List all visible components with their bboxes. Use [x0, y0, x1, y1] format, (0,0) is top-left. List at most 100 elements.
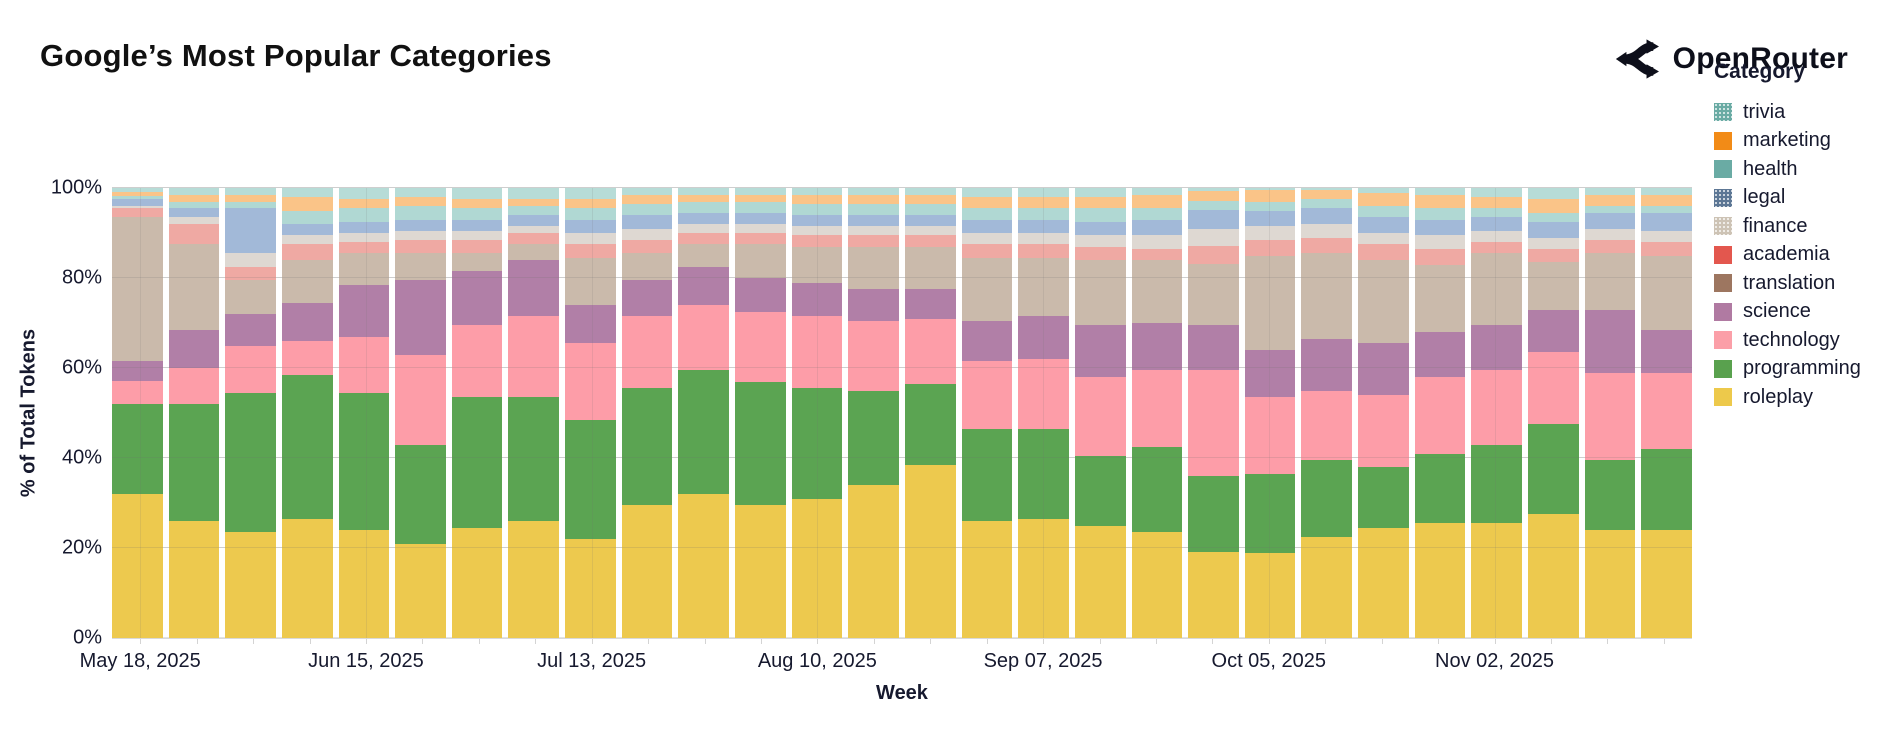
bar-segment-health [112, 195, 163, 200]
y-gridline-40% [112, 457, 1692, 458]
x-tick-mark [1268, 638, 1270, 644]
bar-segment-programming [451, 397, 503, 528]
bar-segment-trivia [338, 188, 390, 200]
bar-segment-science [961, 320, 1013, 362]
openrouter-logo[interactable]: OpenRouter [1613, 36, 1848, 82]
bar-segment-roleplay [678, 494, 730, 638]
bar-segment-technology [1244, 397, 1296, 474]
bar-segment-science [1301, 338, 1353, 391]
bar-segment-finance [1131, 235, 1183, 249]
bar-segment-legal [225, 208, 276, 254]
bar-segment-finance [961, 233, 1013, 245]
bar-segment-translation [1641, 255, 1692, 330]
legend-label: finance [1743, 214, 1808, 237]
bar-segment-science [1074, 325, 1126, 377]
bar-segment-academia [451, 239, 503, 254]
bar-week-jun-01 [225, 188, 276, 638]
bar-segment-trivia [1018, 188, 1069, 197]
bar-segment-health [1244, 201, 1296, 211]
y-gridline-overlay [112, 367, 1692, 368]
x-tick-mark [253, 638, 255, 644]
bar-segment-programming [791, 388, 843, 499]
bar-segment-science [904, 289, 956, 319]
bar-segment-roleplay [1584, 530, 1636, 638]
bar-segment-technology [904, 318, 956, 384]
bar-segment-translation [1131, 260, 1183, 323]
bar-segment-academia [1358, 244, 1409, 260]
bar-segment-translation [735, 244, 786, 278]
bar-segment-finance [1471, 230, 1523, 242]
bar-segment-trivia [1414, 188, 1466, 195]
bar-segment-academia [1414, 248, 1466, 265]
bar-segment-programming [678, 370, 730, 494]
bar-segment-legal [848, 215, 899, 227]
legend-swatch-trivia [1714, 103, 1732, 122]
bar-segment-technology [1301, 390, 1353, 461]
x-gridline [1268, 188, 1270, 638]
bar-segment-marketing [1641, 194, 1692, 206]
bar-segment-legal [1528, 221, 1579, 238]
bar-segment-finance [451, 230, 503, 240]
bar-segment-translation [281, 260, 333, 303]
bar-segment-technology [791, 316, 843, 389]
bar-segment-technology [848, 320, 899, 391]
bar-segment-science [1358, 343, 1409, 395]
bar-segment-legal [281, 224, 333, 236]
bar-segment-technology [621, 316, 673, 389]
legend-label: roleplay [1743, 385, 1814, 408]
legend-label: science [1743, 300, 1811, 323]
bar-segment-finance [1641, 230, 1692, 242]
bar-segment-science [281, 302, 333, 341]
bar-segment-science [1471, 325, 1523, 371]
bar-segment-translation [168, 244, 220, 330]
bar-segment-trivia [1584, 188, 1636, 195]
bar-segment-programming [508, 397, 560, 521]
bar-segment-marketing [168, 194, 220, 202]
x-tick-mark [196, 638, 198, 644]
bar-segment-science [1414, 332, 1466, 377]
x-tick-mark [365, 638, 367, 644]
bar-segment-legal [961, 219, 1013, 233]
bar-segment-science [112, 361, 163, 382]
openrouter-wordmark: OpenRouter [1672, 42, 1848, 75]
bar-segment-health [1188, 201, 1239, 211]
bar-week-oct-26 [1414, 188, 1466, 638]
bar-segment-translation [1471, 253, 1523, 326]
bar-segment-science [168, 329, 220, 368]
bar-segment-academia [338, 242, 390, 254]
bar-segment-science [678, 266, 730, 305]
bar-segment-finance [904, 226, 956, 236]
bar-segment-roleplay [1471, 523, 1523, 638]
bar-segment-translation [225, 280, 276, 314]
bar-segment-programming [735, 381, 786, 506]
bar-segment-trivia [281, 188, 333, 197]
bar-week-nov-16 [1584, 188, 1636, 638]
bar-segment-finance [1301, 224, 1353, 238]
bar-segment-health [1074, 208, 1126, 222]
legend-item-health: health [1714, 155, 1879, 184]
bar-segment-translation [1414, 264, 1466, 332]
bar-week-sep-14 [1074, 188, 1126, 638]
bar-segment-programming [904, 383, 956, 465]
bar-segment-marketing [961, 197, 1013, 209]
bar-segment-roleplay [1018, 518, 1069, 638]
bar-segment-marketing [848, 194, 899, 204]
bar-segment-legal [168, 208, 220, 218]
bar-segment-technology [1131, 370, 1183, 447]
openrouter-merge-arrows-icon [1615, 39, 1659, 79]
x-gridline [591, 188, 593, 638]
x-tick-label: Jun 15, 2025 [308, 650, 424, 672]
bar-segment-legal [621, 215, 673, 229]
bar-segment-academia [1528, 248, 1579, 263]
bar-segment-finance [1414, 235, 1466, 249]
legend-label: marketing [1743, 129, 1831, 152]
bar-segment-translation [1244, 255, 1296, 350]
bar-segment-technology [338, 336, 390, 393]
bar-segment-translation [904, 246, 956, 290]
legend-swatch-marketing [1714, 131, 1732, 150]
bar-segment-technology [168, 368, 220, 404]
bar-segment-science [451, 271, 503, 326]
bar-segment-trivia [791, 188, 843, 195]
bar-segment-science [1528, 309, 1579, 353]
bar-segment-programming [621, 388, 673, 506]
